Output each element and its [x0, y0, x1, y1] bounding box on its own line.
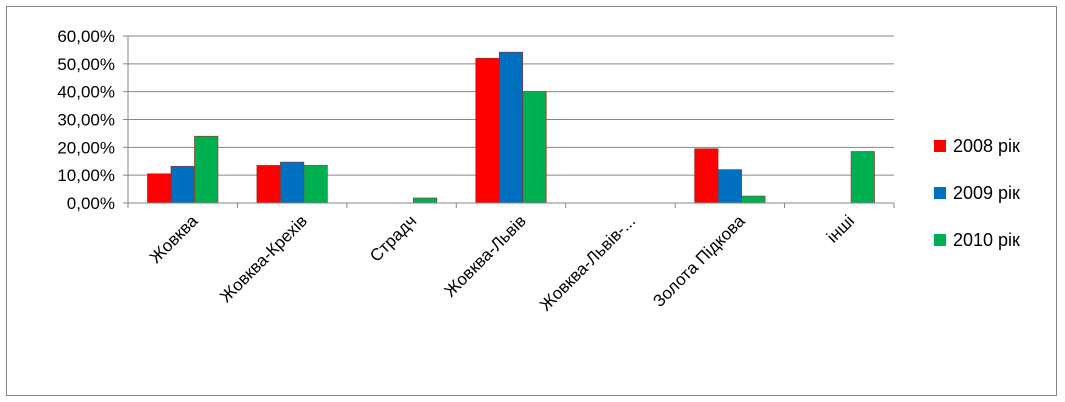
x-tick-label: Жовква-Львів-... [536, 211, 639, 314]
y-tick-label: 40,00% [57, 83, 115, 102]
bar-2010-рік-3 [522, 91, 547, 204]
legend-label: 2009 рік [953, 183, 1020, 203]
x-tick-label: Жовква [146, 211, 202, 267]
x-tick-label: Жовква-Львів [441, 211, 530, 300]
bar-2010-рік-1 [303, 165, 328, 204]
x-tick-label: Страдч [366, 211, 420, 265]
legend-swatch [934, 187, 946, 199]
bar-2010-рік-0 [194, 135, 219, 204]
bar-2009-рік-1 [280, 161, 305, 204]
bars [147, 51, 875, 204]
x-tick-label: Золота Підкова [649, 211, 749, 311]
y-tick-label: 0,00% [67, 194, 115, 213]
legend-swatch [934, 140, 946, 152]
legend-swatch [934, 234, 946, 246]
bar-2008-рік-1 [256, 165, 281, 204]
bar-2010-рік-2 [413, 197, 438, 204]
y-tick-label: 60,00% [57, 27, 115, 46]
bar-2008-рік-3 [475, 57, 500, 204]
y-tick-label: 50,00% [57, 55, 115, 74]
x-tick-labels: Жовква Жовква-Крехів Страдч Жовква-Львів Жов… [146, 211, 858, 315]
bar-2008-рік-5 [694, 148, 719, 204]
legend: 2008 рік 2009 рік 2010 рік [934, 136, 1020, 250]
bar-2009-рік-5 [717, 169, 742, 204]
axes [123, 35, 895, 208]
x-tick-label: Жовква-Крехів [216, 211, 311, 306]
bar-2010-рік-6 [850, 151, 875, 204]
bar-2009-рік-0 [170, 165, 195, 204]
bar-2010-рік-5 [741, 195, 766, 204]
bar-2008-рік-0 [147, 173, 172, 204]
bar-2009-рік-3 [498, 51, 524, 204]
y-tick-labels: 0,00% 10,00% 20,00% 30,00% 40,00% 50,00% 60,00… [57, 27, 115, 213]
legend-label: 2008 рік [953, 136, 1020, 156]
x-tick-label: інші [823, 211, 858, 246]
y-tick-label: 30,00% [57, 111, 115, 130]
y-tick-label: 10,00% [57, 166, 115, 185]
y-tick-label: 20,00% [57, 138, 115, 157]
legend-label: 2010 рік [953, 230, 1020, 250]
